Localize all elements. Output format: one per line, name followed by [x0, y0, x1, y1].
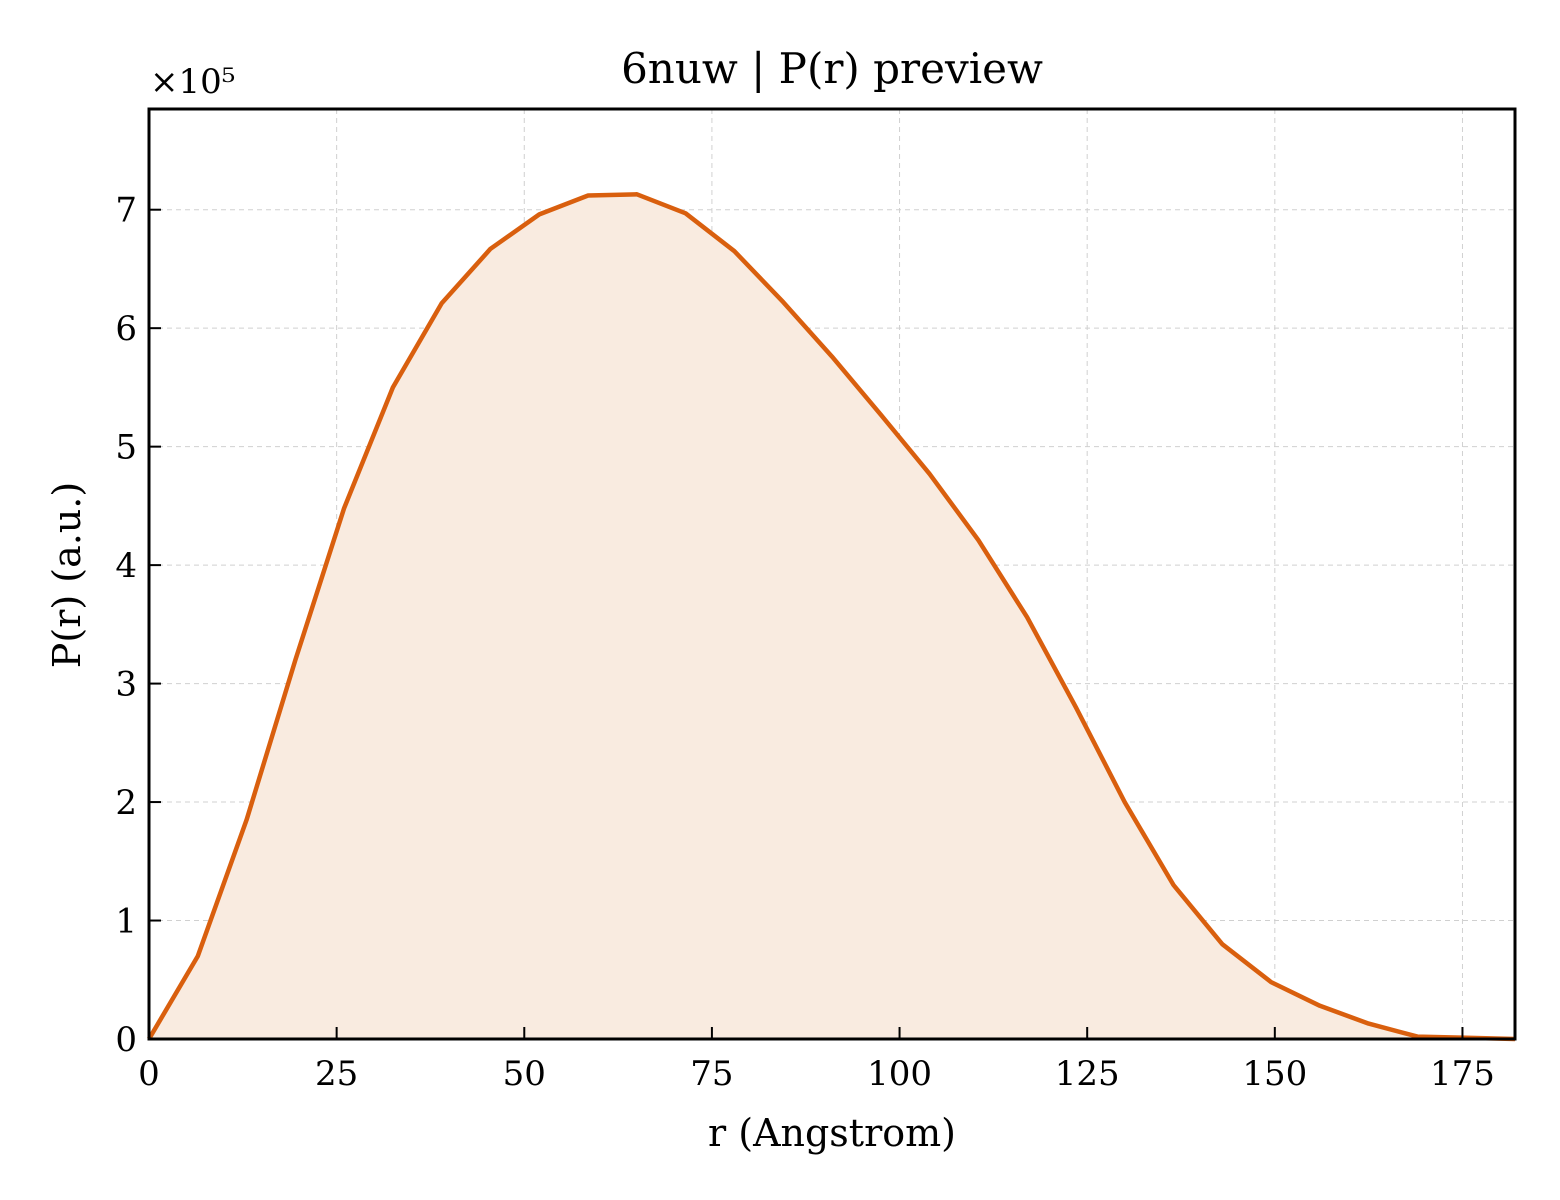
x-tick-label: 25 [315, 1054, 358, 1094]
x-tick-label: 175 [1430, 1054, 1495, 1094]
x-tick-label: 100 [867, 1054, 932, 1094]
pr-area-fill [149, 194, 1515, 1040]
y-multiplier-label: ×10⁵ [150, 62, 235, 102]
y-tick-label: 0 [115, 1020, 137, 1060]
x-tick-label: 75 [690, 1054, 733, 1094]
x-tick-label: 150 [1242, 1054, 1307, 1094]
chart-title: 6nuw | P(r) preview [621, 44, 1043, 93]
y-tick-label: 6 [115, 309, 137, 349]
y-tick-label: 1 [115, 902, 137, 942]
y-tick-label: 2 [115, 783, 137, 823]
y-tick-label: 4 [115, 546, 137, 586]
x-tick-label: 0 [138, 1054, 160, 1094]
x-tick-label: 125 [1055, 1054, 1120, 1094]
y-axis-label: P(r) (a.u.) [45, 482, 89, 668]
x-axis-label: r (Angstrom) [708, 1111, 956, 1155]
axis-tick-labels: 0 25 50 75 100 125 150 175 0 1 2 3 4 5 6 7 [115, 191, 1495, 1094]
x-tick-label: 50 [503, 1054, 546, 1094]
y-tick-label: 7 [115, 191, 137, 231]
pr-curve [147, 192, 1516, 1042]
plot-frame [147, 107, 1517, 1041]
y-tick-label: 3 [115, 665, 137, 705]
y-tick-label: 5 [115, 428, 137, 468]
